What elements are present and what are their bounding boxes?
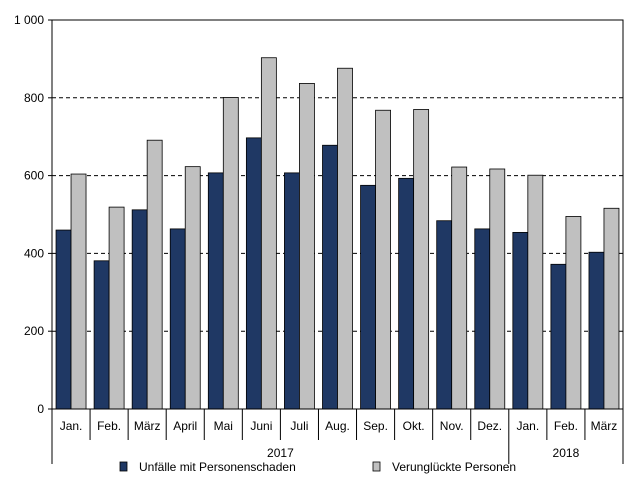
- bar-verunglueckte: [108, 206, 125, 410]
- x-tick-label: Aug.: [325, 419, 350, 433]
- bar-verunglueckte: [146, 139, 163, 410]
- x-tick-label: Nov.: [440, 419, 464, 433]
- x-tick-label: Juni: [250, 419, 272, 433]
- y-tick-label: 0: [37, 402, 44, 416]
- bar-verunglueckte: [70, 173, 87, 410]
- x-tick-label: Jan.: [60, 419, 83, 433]
- bars: [55, 57, 620, 410]
- x-tick-label: Juli: [290, 419, 308, 433]
- x-tick-label: Dez.: [477, 419, 502, 433]
- bar-unfaelle: [398, 177, 415, 410]
- y-tick-label: 600: [24, 169, 44, 183]
- x-tick-label: Feb.: [97, 419, 121, 433]
- bar-verunglueckte: [527, 174, 544, 410]
- year-label: 2017: [267, 446, 294, 460]
- legend: Unfälle mit Personenschaden Verunglückte …: [119, 460, 516, 474]
- y-tick-label: 1 000: [14, 13, 44, 27]
- bar-verunglueckte: [603, 207, 620, 410]
- bar-unfaelle: [360, 184, 376, 410]
- bar-verunglueckte: [184, 166, 201, 410]
- y-tick-label: 400: [24, 246, 44, 260]
- bar-unfaelle: [93, 260, 110, 410]
- x-tick-label: April: [173, 419, 197, 433]
- bar-verunglueckte: [565, 216, 582, 410]
- legend-swatch: [119, 461, 128, 472]
- bar-unfaelle: [436, 220, 453, 410]
- bar-unfaelle: [131, 209, 148, 410]
- bar-verunglueckte: [451, 166, 468, 410]
- x-tick-label: Jan.: [516, 419, 539, 433]
- bar-unfaelle: [474, 228, 491, 410]
- bar-unfaelle: [55, 229, 72, 410]
- bar-verunglueckte: [299, 83, 315, 410]
- bar-unfaelle: [284, 172, 300, 410]
- bar-verunglueckte: [489, 168, 506, 410]
- axes: [48, 19, 624, 464]
- y-tick-label: 200: [24, 324, 44, 338]
- x-tick-label: Feb.: [554, 419, 578, 433]
- x-tick-label: Mai: [214, 419, 233, 433]
- bar-unfaelle: [588, 251, 605, 410]
- legend-swatch: [372, 461, 381, 472]
- legend-label: Verunglückte Personen: [392, 460, 516, 474]
- bar-unfaelle: [169, 228, 186, 410]
- bar-verunglueckte: [413, 109, 430, 410]
- bar-unfaelle: [550, 263, 567, 410]
- plot-frame: [51, 19, 624, 410]
- bar-unfaelle: [207, 172, 224, 410]
- bar-verunglueckte: [222, 97, 239, 410]
- x-tick-label: Sep.: [363, 419, 388, 433]
- bar-verunglueckte: [260, 57, 277, 410]
- x-tick-label: Okt.: [403, 419, 425, 433]
- bar-verunglueckte: [375, 109, 391, 410]
- legend-label: Unfälle mit Personenschaden: [139, 460, 296, 474]
- x-tick-label: März: [134, 419, 161, 433]
- labels: 0 200 400 600 800 1 000 Jan. Feb. März April Mai Ju…: [14, 13, 617, 460]
- bar-unfaelle: [322, 144, 338, 410]
- y-tick-label: 800: [24, 91, 44, 105]
- bar-unfaelle: [245, 137, 262, 410]
- year-label: 2018: [553, 446, 580, 460]
- bar-unfaelle: [512, 231, 529, 410]
- x-tick-label: März: [591, 419, 618, 433]
- bar-verunglueckte: [337, 67, 353, 410]
